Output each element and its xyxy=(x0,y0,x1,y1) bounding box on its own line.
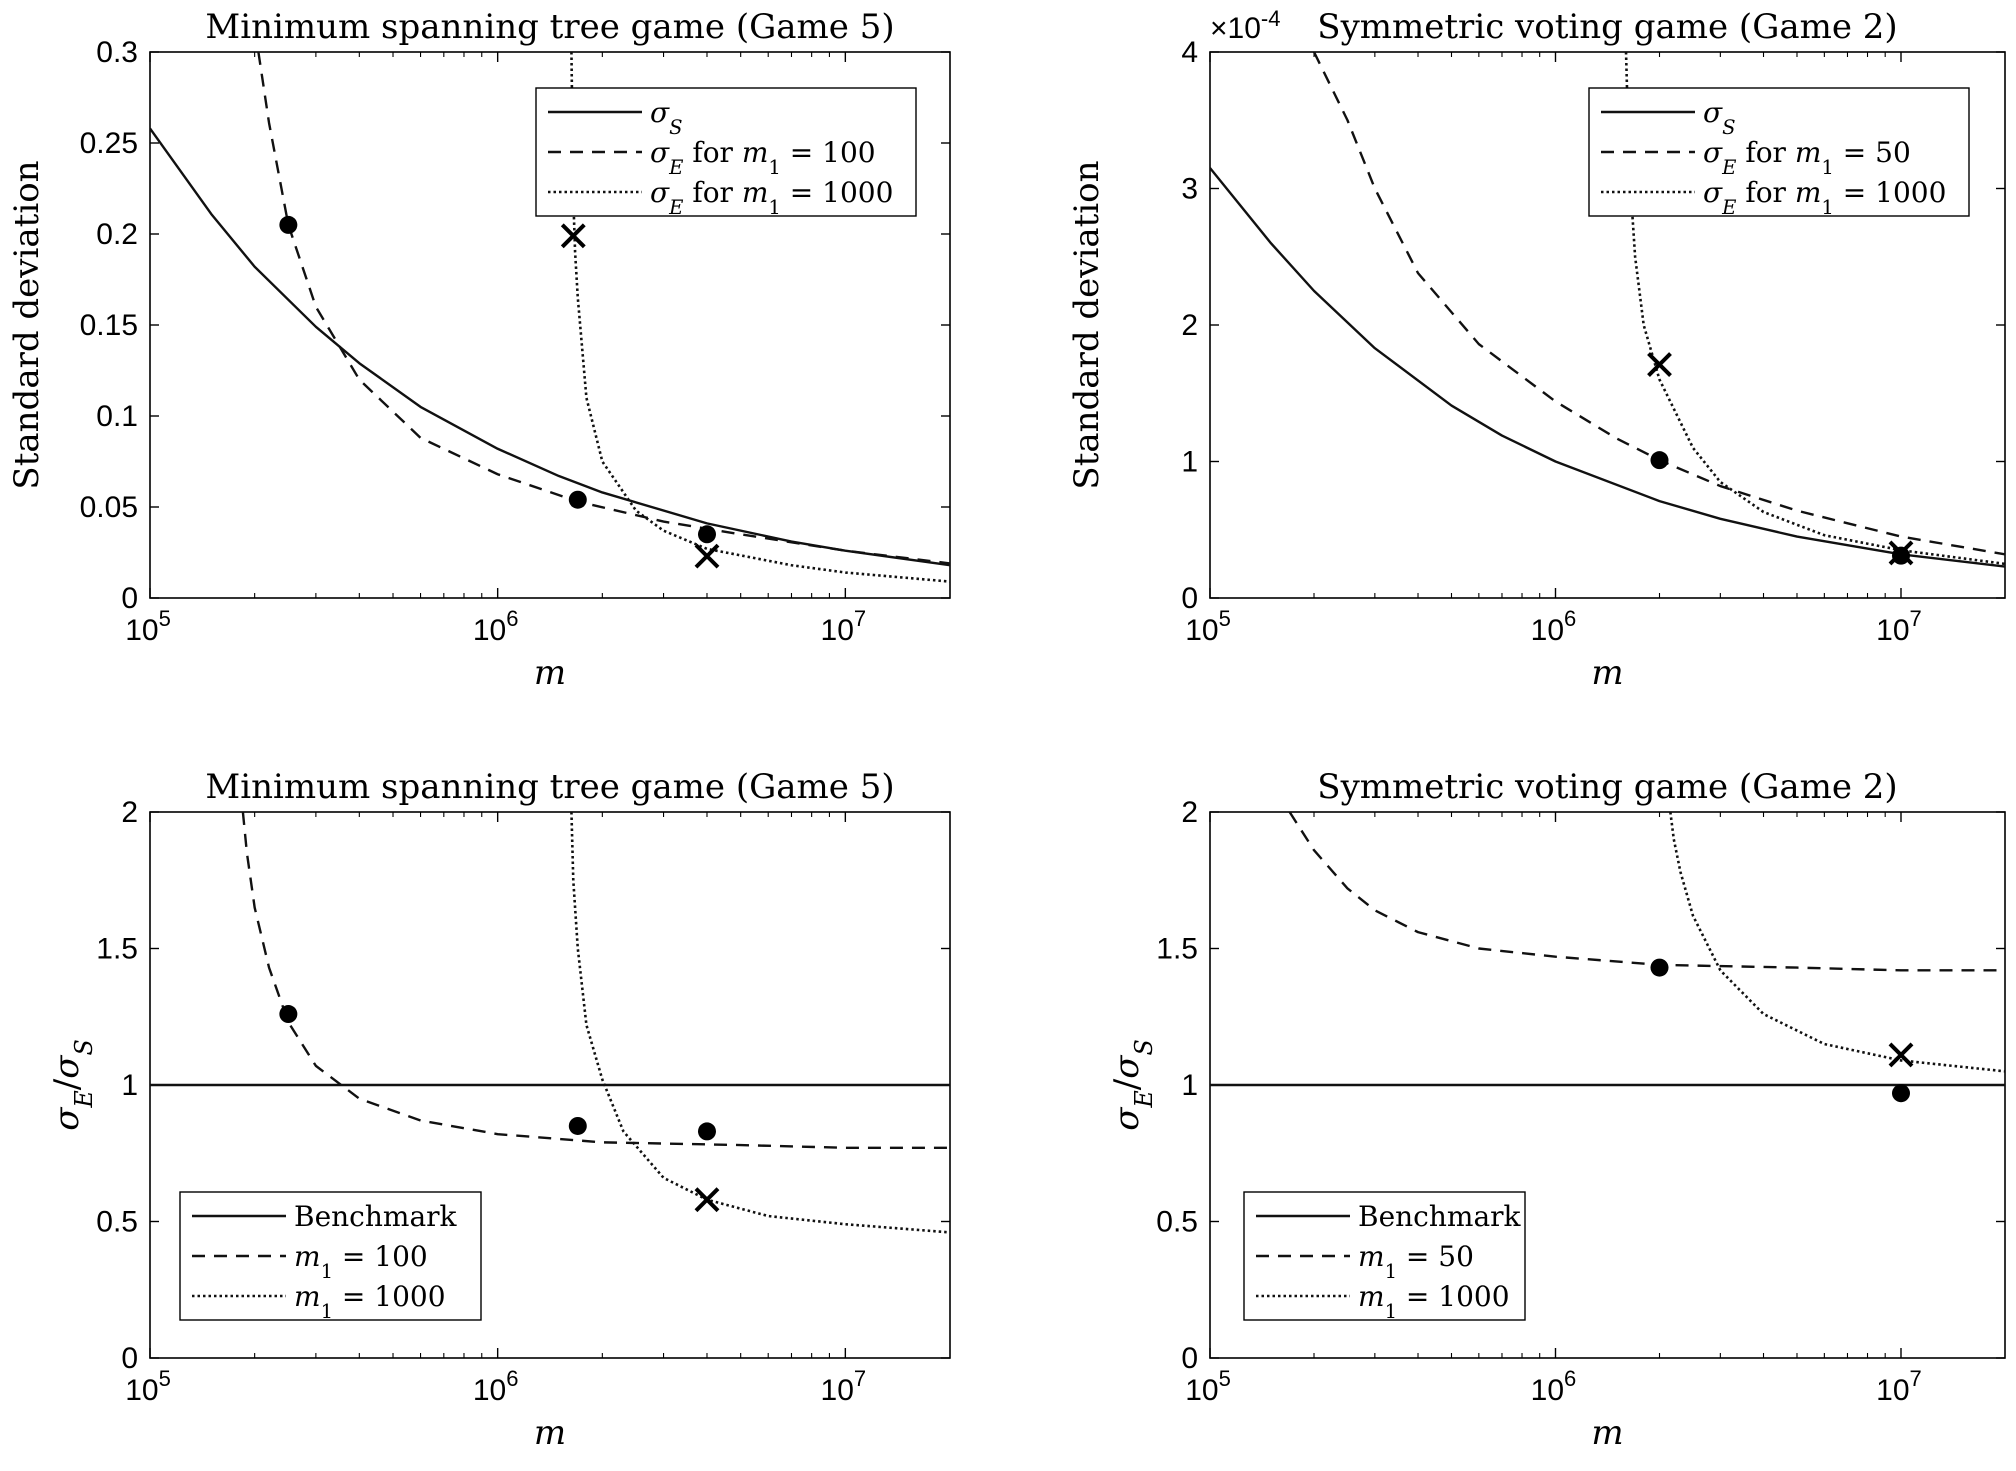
legend-label: m1 = 100 xyxy=(294,1240,428,1283)
y-tick-label: 2 xyxy=(1181,309,1198,342)
series-line-dotted xyxy=(570,812,950,1234)
y-tick-label: 3 xyxy=(1181,173,1198,206)
legend-label: σE for m1 = 1000 xyxy=(650,176,893,219)
y-axis-label: Standard deviation xyxy=(7,160,47,489)
y-tick-label: 0.5 xyxy=(96,1206,138,1239)
x-tick-label: 105 xyxy=(125,1366,171,1407)
x-tick-label: 105 xyxy=(1185,606,1231,647)
marker-dot xyxy=(279,1005,298,1024)
series-line-dashed xyxy=(241,812,950,1149)
y-tick-label: 1 xyxy=(1181,446,1198,479)
legend-label: σE for m1 = 100 xyxy=(650,136,876,179)
y-tick-label: 1 xyxy=(121,1069,138,1102)
legend-label: σE for m1 = 1000 xyxy=(1703,176,1946,219)
y-tick-label: 1 xyxy=(1181,1069,1198,1102)
legend-label: σS xyxy=(1703,96,1736,139)
legend-label: σE for m1 = 50 xyxy=(1703,136,1911,179)
series-group xyxy=(1210,52,2005,568)
x-tick-label: 106 xyxy=(1531,1366,1577,1407)
series-line-dashed xyxy=(257,52,950,565)
y-tick-label: 0.1 xyxy=(96,400,138,433)
y-tick-label: 2 xyxy=(121,796,138,829)
series-group xyxy=(150,812,950,1234)
series-line-solid xyxy=(1210,167,2005,568)
chart-bl: Minimum spanning tree game (Game 5) 0 0.5 1… xyxy=(47,767,951,1453)
legend-label: m1 = 1000 xyxy=(294,1280,446,1323)
marker-dot xyxy=(697,1122,716,1141)
y-tick-label: 1.5 xyxy=(96,933,138,966)
y-tick-label: 0.5 xyxy=(1156,1206,1198,1239)
x-tick-label: 107 xyxy=(821,606,867,647)
chart-tl: Minimum spanning tree game (Game 5) 0 0.05… xyxy=(7,7,951,693)
y-axis-label: σE/σS xyxy=(1107,1039,1158,1131)
x-axis-label: m xyxy=(1591,1413,1623,1453)
y-tick-label: 2 xyxy=(1181,796,1198,829)
x-tick-label: 105 xyxy=(1185,1366,1231,1407)
legend-label: Benchmark xyxy=(1358,1200,1522,1233)
series-line-dotted xyxy=(1624,52,2005,566)
y-tick-label: 0.05 xyxy=(80,491,138,524)
x-tick-label: 105 xyxy=(125,606,171,647)
y-tick-label: 0.15 xyxy=(80,309,138,342)
chart-br: Symmetric voting game (Game 2) 0 0.5 1 1.5 2 1… xyxy=(1107,767,2006,1453)
chart-tr: Symmetric voting game (Game 2) ×10-4 0 1 2 3 4… xyxy=(1067,6,2006,693)
y-tick-label: 0.3 xyxy=(96,36,138,69)
x-axis-label: m xyxy=(1591,653,1623,693)
marker-cross xyxy=(560,223,586,249)
x-tick-label: 107 xyxy=(821,1366,867,1407)
x-axis-label: m xyxy=(534,653,566,693)
x-tick-label: 107 xyxy=(1876,1366,1922,1407)
y-tick-label: 0 xyxy=(121,582,138,615)
legend-label: Benchmark xyxy=(294,1200,458,1233)
legend-box xyxy=(179,1191,482,1321)
marker-dot xyxy=(1650,451,1669,470)
y-tick-label: 1.5 xyxy=(1156,933,1198,966)
y-tick-label: 0 xyxy=(121,1342,138,1375)
marker-dot xyxy=(568,1116,587,1135)
series-line-dotted xyxy=(570,52,950,583)
series-line-dashed xyxy=(1312,52,2005,556)
marker-cross xyxy=(694,1187,720,1213)
y-multiplier: ×10-4 xyxy=(1210,6,1280,45)
chart-title: Minimum spanning tree game (Game 5) xyxy=(205,7,894,47)
y-tick-label: 0 xyxy=(1181,582,1198,615)
x-axis-label: m xyxy=(534,1413,566,1453)
series-group xyxy=(150,52,950,583)
marker-cross xyxy=(694,543,720,569)
y-tick-label: 0 xyxy=(1181,1342,1198,1375)
y-tick-label: 0.25 xyxy=(80,127,138,160)
marker-cross xyxy=(1888,1042,1914,1068)
marker-dot xyxy=(1891,1084,1910,1103)
marker-dot xyxy=(568,490,587,509)
marker-cross xyxy=(1647,352,1672,377)
x-tick-label: 106 xyxy=(473,606,519,647)
series-line-dotted xyxy=(1669,812,2005,1073)
chart-title: Symmetric voting game (Game 2) xyxy=(1317,7,1897,47)
legend-label: m1 = 1000 xyxy=(1358,1280,1510,1323)
legend-label: m1 = 50 xyxy=(1358,1240,1474,1283)
chart-title: Minimum spanning tree game (Game 5) xyxy=(205,767,894,807)
series-line-dashed xyxy=(1288,812,2005,972)
y-axis-label: Standard deviation xyxy=(1067,160,1107,489)
marker-dot xyxy=(1650,958,1669,977)
x-tick-label: 106 xyxy=(1531,606,1577,647)
y-tick-label: 4 xyxy=(1181,36,1198,69)
y-axis-label: σE/σS xyxy=(47,1039,98,1131)
marker-cross xyxy=(1888,540,1914,566)
legend-label: σS xyxy=(650,96,683,139)
chart-title: Symmetric voting game (Game 2) xyxy=(1317,767,1897,807)
marker-dot xyxy=(697,525,716,544)
x-tick-label: 106 xyxy=(473,1366,519,1407)
marker-dot xyxy=(279,215,298,234)
x-tick-label: 107 xyxy=(1876,606,1922,647)
series-group xyxy=(1210,812,2005,1087)
y-tick-label: 0.2 xyxy=(96,218,138,251)
